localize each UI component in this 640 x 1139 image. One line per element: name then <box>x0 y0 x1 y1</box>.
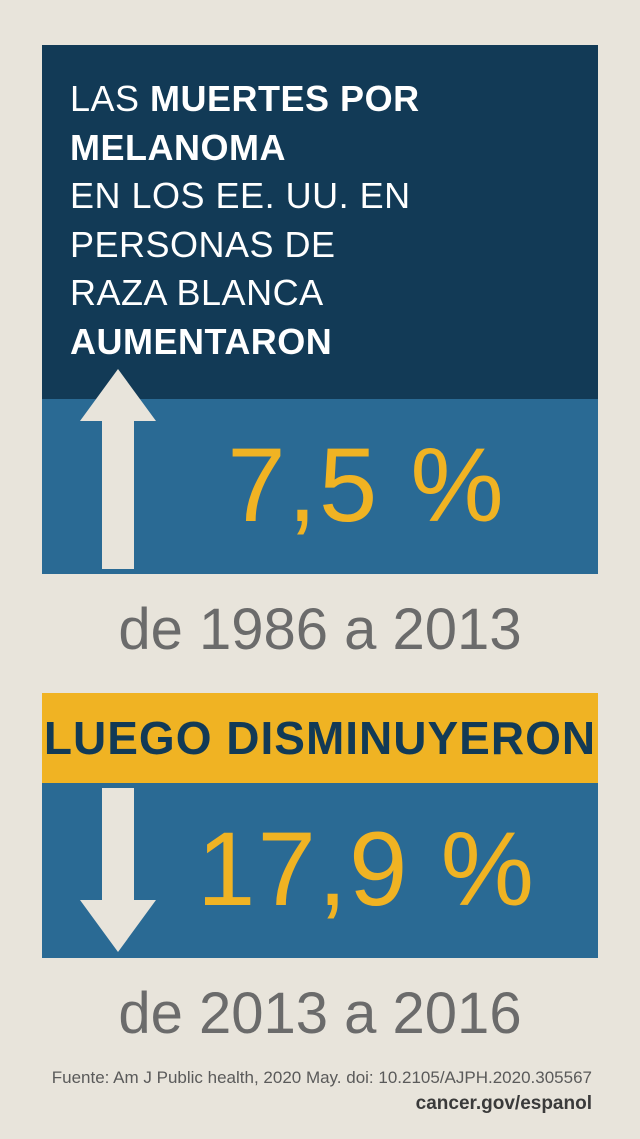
header-block: LAS MUERTES POR MELANOMA EN LOS EE. UU. … <box>42 45 598 399</box>
stat-block-decrease: 17,9 % <box>42 783 598 958</box>
footer-url: cancer.gov/espanol <box>42 1090 592 1119</box>
header-line3-pre: RAZA BLANCA <box>70 272 322 313</box>
midband-text: LUEGO DISMINUYERON <box>42 711 598 765</box>
date-range-1: de 1986 a 2013 <box>42 574 598 693</box>
header-text: LAS MUERTES POR MELANOMA EN LOS EE. UU. … <box>70 75 570 367</box>
footer: Fuente: Am J Public health, 2020 May. do… <box>42 1061 598 1119</box>
infographic-container: LAS MUERTES POR MELANOMA EN LOS EE. UU. … <box>0 0 640 1139</box>
arrow-down-icon <box>76 784 160 957</box>
footer-source: Fuente: Am J Public health, 2020 May. do… <box>42 1065 592 1091</box>
header-line3-bold: AUMENTARON <box>70 321 332 362</box>
header-line1-pre: LAS <box>70 78 150 119</box>
arrow-down-wrap <box>70 784 165 957</box>
arrow-up-icon <box>76 395 160 578</box>
header-line2: EN LOS EE. UU. EN PERSONAS DE <box>70 175 411 265</box>
stat-block-increase: 7,5 % <box>42 399 598 574</box>
midband: LUEGO DISMINUYERON <box>42 693 598 783</box>
arrow-up-wrap <box>70 395 165 578</box>
date-range-2: de 2013 a 2016 <box>42 958 598 1061</box>
stat-decrease-value: 17,9 % <box>165 810 568 930</box>
stat-increase-value: 7,5 % <box>165 426 568 546</box>
